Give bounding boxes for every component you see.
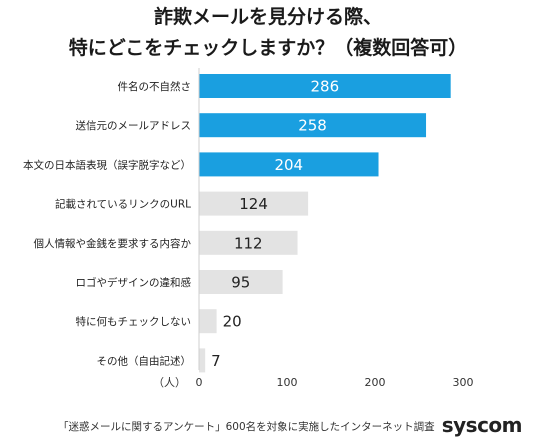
x-tick-label: 200: [365, 376, 386, 389]
value-label: 95: [231, 274, 250, 292]
bar: [199, 113, 427, 138]
value-label: 258: [298, 117, 327, 135]
category-label: 特に何もチェックしない: [76, 315, 192, 328]
value-label: 286: [311, 78, 340, 96]
category-label: 個人情報や金銭を要求する内容か: [34, 237, 192, 250]
bar-chart: 件名の不自然さ 286 送信元のメールアドレス 258 本文の日本語表現（誤字脱字など）…: [23, 68, 474, 389]
category-label: 記載されているリンクのURL: [55, 198, 191, 211]
value-label: 124: [239, 195, 268, 213]
x-axis-unit: （人）: [153, 376, 186, 389]
x-tick-label: 100: [277, 376, 298, 389]
bar: [199, 74, 451, 98]
x-tick-label: 300: [453, 376, 474, 389]
category-label: 件名の不自然さ: [118, 80, 192, 93]
value-label: 7: [211, 352, 221, 370]
brand-logo: syscom: [441, 413, 523, 437]
value-label: 204: [274, 156, 303, 174]
bar: [199, 191, 309, 216]
bar: [199, 348, 206, 373]
value-label: 112: [234, 234, 263, 252]
category-label: 送信元のメールアドレス: [76, 119, 192, 132]
chart-title-line-2: 特にどこをチェックしますか？（複数回答可）: [68, 37, 468, 59]
bar: [199, 230, 298, 255]
value-label: 20: [223, 313, 242, 331]
category-label: ロゴやデザインの違和感: [76, 276, 192, 289]
bar: [199, 152, 379, 177]
x-tick-label: 0: [196, 376, 203, 389]
bar: [199, 309, 217, 334]
survey-note: 「迷惑メールに関するアンケート」600名を対象に実施したインターネット調査: [58, 421, 435, 433]
category-label: 本文の日本語表現（誤字脱字など）: [23, 158, 191, 171]
category-label: その他（自由記述）: [97, 354, 192, 367]
bar: [199, 270, 283, 294]
chart-title-line-1: 詐欺メールを見分ける際、: [153, 6, 382, 28]
